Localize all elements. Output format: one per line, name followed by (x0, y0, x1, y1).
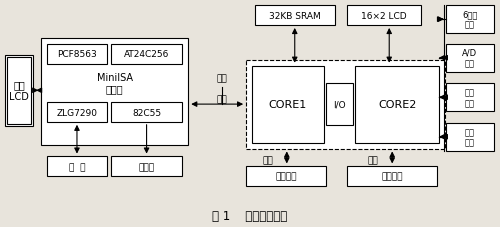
Text: 32KB SRAM: 32KB SRAM (269, 12, 320, 21)
Text: ZLG7290: ZLG7290 (56, 108, 98, 117)
Text: CORE2: CORE2 (378, 100, 416, 110)
Bar (446, 84, 494, 111)
Bar (446, 6, 494, 34)
Text: 电话模块: 电话模块 (382, 172, 403, 181)
Text: 串口: 串口 (262, 155, 274, 164)
Text: MiniISA
扩展板: MiniISA 扩展板 (97, 72, 133, 94)
Bar (41, 39, 188, 145)
Bar (111, 157, 182, 176)
Text: 82C55: 82C55 (132, 108, 161, 117)
Text: PCF8563: PCF8563 (57, 50, 97, 59)
Bar (47, 45, 107, 64)
Bar (246, 60, 445, 149)
Bar (348, 167, 437, 186)
Bar (446, 123, 494, 151)
Text: 16×2 LCD: 16×2 LCD (362, 12, 407, 21)
Text: 6路继
电器: 6路继 电器 (462, 10, 477, 30)
Bar (6, 55, 33, 126)
Bar (356, 66, 439, 143)
Bar (246, 167, 326, 186)
Text: 温度
采集: 温度 采集 (465, 127, 475, 147)
Bar (326, 84, 353, 125)
Text: 打印机: 打印机 (138, 162, 154, 171)
Bar (47, 157, 107, 176)
Bar (446, 45, 494, 72)
Text: 红外
接收: 红外 接收 (465, 88, 475, 107)
Text: 键  盘: 键 盘 (68, 162, 85, 171)
Bar (47, 103, 107, 122)
Text: CORE1: CORE1 (268, 100, 307, 110)
Text: A/D
测量: A/D 测量 (462, 49, 477, 68)
Bar (111, 103, 182, 122)
Text: I/O: I/O (333, 100, 346, 109)
Bar (252, 66, 324, 143)
Bar (255, 6, 334, 26)
Text: AT24C256: AT24C256 (124, 50, 170, 59)
Bar (8, 57, 31, 124)
Text: 总线: 总线 (217, 95, 228, 104)
Text: 总线: 总线 (217, 74, 228, 83)
Text: 网络模块: 网络模块 (275, 172, 296, 181)
Text: 中文
LCD: 中文 LCD (10, 80, 29, 102)
Text: 串口: 串口 (368, 155, 378, 164)
Text: 图 1    系统结构框图: 图 1 系统结构框图 (212, 209, 288, 222)
Bar (111, 45, 182, 64)
Bar (348, 6, 421, 26)
